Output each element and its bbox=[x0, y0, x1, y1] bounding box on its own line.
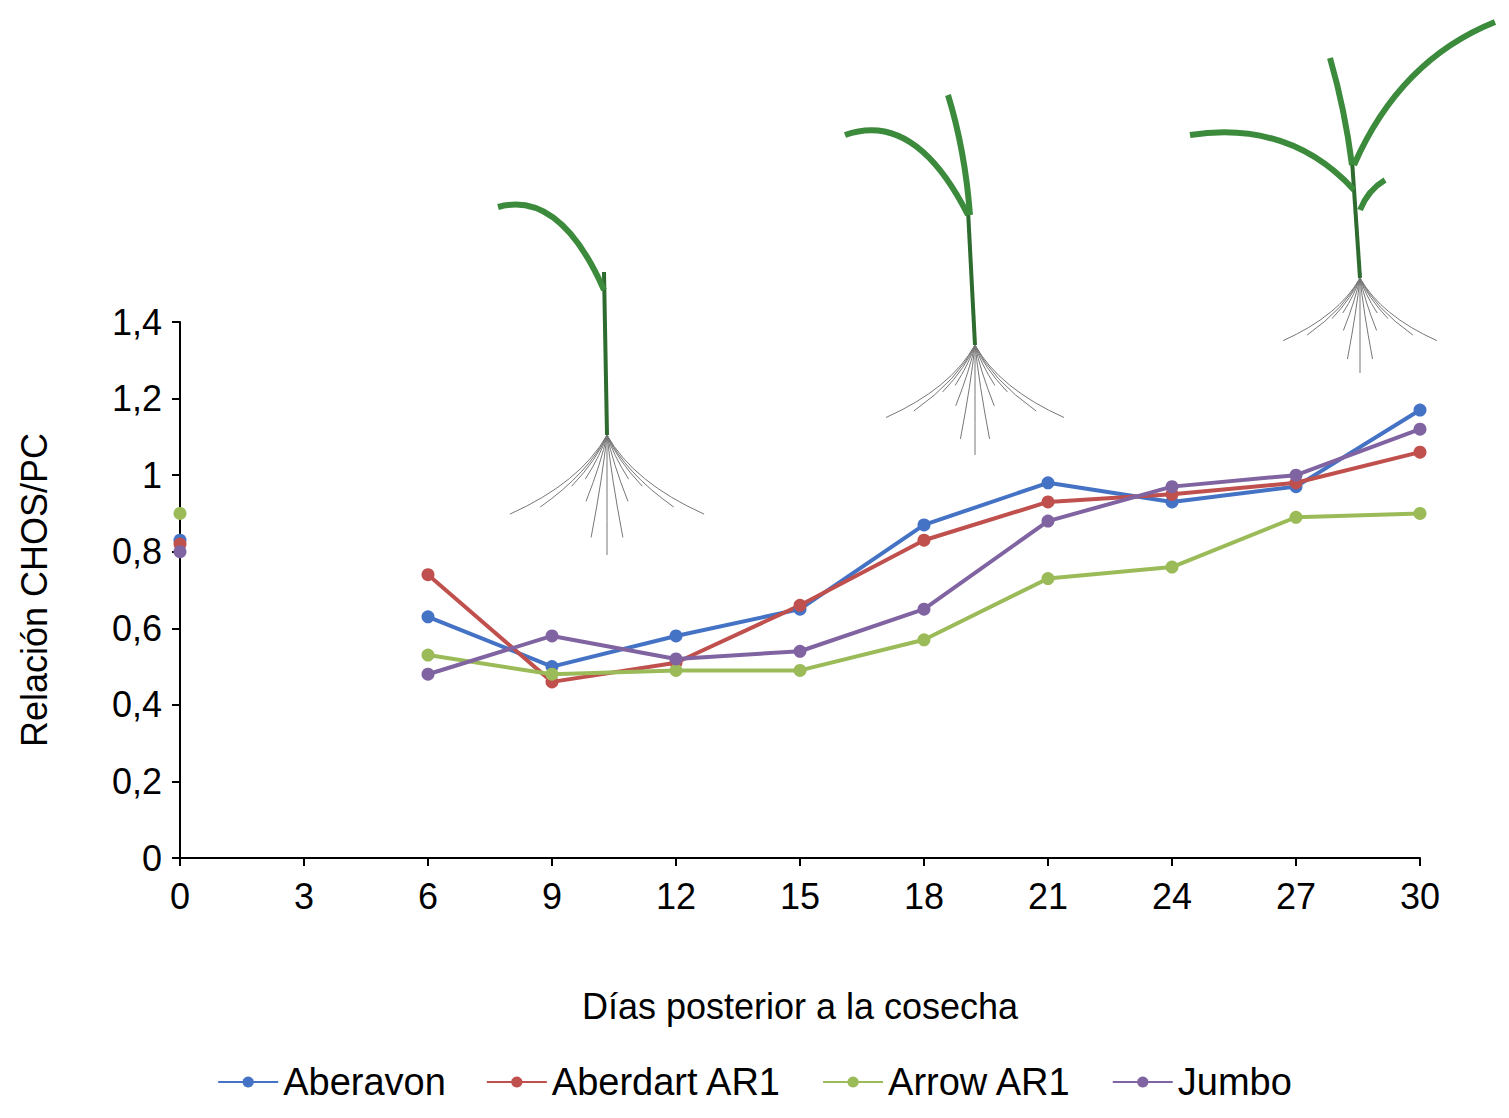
svg-text:24: 24 bbox=[1152, 876, 1192, 917]
svg-text:27: 27 bbox=[1276, 876, 1316, 917]
svg-text:21: 21 bbox=[1028, 876, 1068, 917]
svg-text:0,4: 0,4 bbox=[112, 684, 162, 725]
svg-text:Aberdart AR1: Aberdart AR1 bbox=[552, 1061, 780, 1103]
svg-text:Aberavon: Aberavon bbox=[283, 1061, 446, 1103]
svg-text:18: 18 bbox=[904, 876, 944, 917]
svg-text:Relación CHOS/PC: Relación CHOS/PC bbox=[14, 433, 55, 747]
svg-text:30: 30 bbox=[1400, 876, 1440, 917]
svg-text:1,4: 1,4 bbox=[112, 302, 162, 343]
svg-text:1,2: 1,2 bbox=[112, 378, 162, 419]
svg-text:6: 6 bbox=[418, 876, 438, 917]
svg-text:0,8: 0,8 bbox=[112, 531, 162, 572]
svg-text:0,2: 0,2 bbox=[112, 761, 162, 802]
svg-text:12: 12 bbox=[656, 876, 696, 917]
svg-text:0,6: 0,6 bbox=[112, 608, 162, 649]
svg-text:Arrow AR1: Arrow AR1 bbox=[888, 1061, 1070, 1103]
svg-text:Días posterior a la cosecha: Días posterior a la cosecha bbox=[582, 986, 1019, 1027]
svg-text:0: 0 bbox=[142, 838, 162, 879]
svg-text:3: 3 bbox=[294, 876, 314, 917]
svg-text:9: 9 bbox=[542, 876, 562, 917]
svg-text:0: 0 bbox=[170, 876, 190, 917]
svg-text:15: 15 bbox=[780, 876, 820, 917]
svg-text:1: 1 bbox=[142, 455, 162, 496]
svg-text:Jumbo: Jumbo bbox=[1178, 1061, 1292, 1103]
